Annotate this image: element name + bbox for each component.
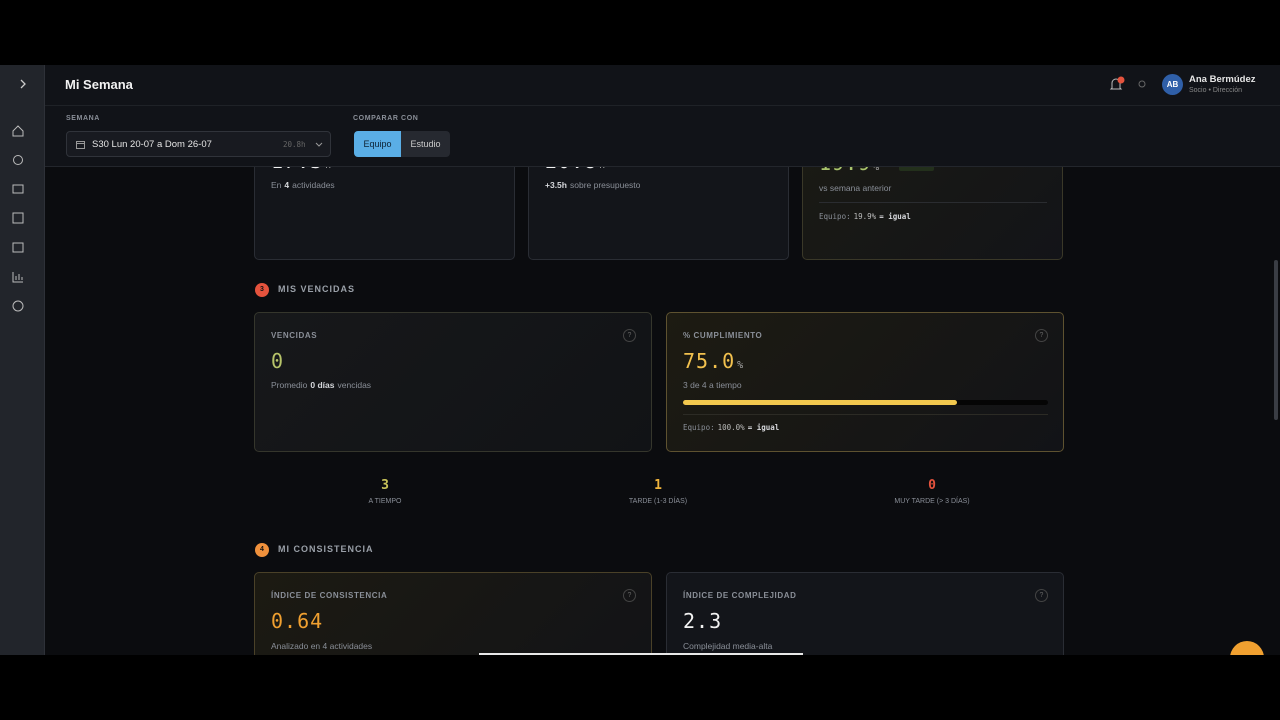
filter-label: COMPARAR CON xyxy=(353,115,419,122)
note-text: sobre presupuesto xyxy=(569,180,641,190)
card-note: Promedio 0 días vencidas xyxy=(271,380,374,390)
card-note: Complejidad media-alta xyxy=(683,641,773,651)
team-value: 19.9% xyxy=(853,212,877,221)
stat-label: A TIEMPO xyxy=(368,498,402,505)
team-label: Equipo: xyxy=(683,423,715,432)
calendar-icon xyxy=(76,141,85,149)
team-value: 100.0% xyxy=(717,423,745,432)
chevron xyxy=(315,142,323,147)
header: Mi Semana AB Ana Bermúdez Socio • Direcc… xyxy=(44,65,1280,106)
section-number: 3 xyxy=(255,283,269,297)
section-title: MI CONSISTENCIA xyxy=(278,544,374,554)
stat-label: MUY TARDE (> 3 DÍAS) xyxy=(894,498,970,505)
help-icon[interactable]: ? xyxy=(623,329,636,342)
note-bold: 4 xyxy=(284,180,290,190)
nav-clients[interactable] xyxy=(12,242,24,253)
card-note: +3.5h sobre presupuesto xyxy=(545,180,643,190)
card-label: ÍNDICE DE CONSISTENCIA xyxy=(271,591,388,600)
section-number: 4 xyxy=(255,543,269,557)
scrollbar[interactable] xyxy=(1274,260,1278,420)
unit: % xyxy=(737,360,745,371)
stat-label: TARDE (1-3 DÍAS) xyxy=(628,498,688,505)
note-bold: +3.5h xyxy=(545,180,567,190)
card-note: 3 de 4 a tiempo xyxy=(683,380,742,390)
help-icon[interactable]: ? xyxy=(623,589,636,602)
card-value: 0.64 xyxy=(271,609,324,633)
help-icon[interactable]: ? xyxy=(1035,329,1048,342)
help-icon[interactable]: ? xyxy=(1035,589,1048,602)
card-value: 2.3 xyxy=(683,609,723,633)
card-note: En 4 actividades xyxy=(271,180,338,190)
note-text: Promedio xyxy=(271,380,308,390)
nav-settings[interactable] xyxy=(13,155,23,165)
notification-bell[interactable] xyxy=(1108,76,1126,92)
nav-people[interactable] xyxy=(12,212,24,224)
note-bold: 0 días xyxy=(310,380,335,390)
stat-value: 1 xyxy=(654,478,662,493)
card-label: ÍNDICE DE COMPLEJIDAD xyxy=(683,591,797,600)
stat-value: 0 xyxy=(928,478,936,493)
sidebar xyxy=(0,65,45,655)
team-compare: Equipo: 19.9% = igual xyxy=(819,212,914,221)
nav-home[interactable] xyxy=(12,125,24,137)
note-text: En xyxy=(271,180,282,190)
card-label: VENCIDAS xyxy=(271,331,318,340)
note-text: actividades xyxy=(292,180,335,190)
week-select[interactable]: S30 Lun 20-07 a Dom 26-07 20.8h xyxy=(66,131,331,157)
stat: 1 TARDE (1-3 DÍAS) xyxy=(558,478,758,505)
divider xyxy=(819,202,1047,203)
compare-option[interactable]: Equipo xyxy=(354,131,401,157)
metric-card: VENCIDAS ? 0 Promedio 0 días vencidas xyxy=(254,312,652,452)
user-name: Ana Bermúdez xyxy=(1189,74,1256,85)
fab-button[interactable] xyxy=(1230,641,1264,655)
team-compare: Equipo: 100.0% = igual xyxy=(683,423,782,432)
unit: % xyxy=(873,162,881,173)
card-note: Analizado en 4 actividades xyxy=(271,641,373,651)
select-hours: 20.8h xyxy=(283,140,306,149)
filter-label: SEMANA xyxy=(66,115,100,122)
theme-toggle[interactable] xyxy=(1135,77,1149,91)
sidebar-icons xyxy=(12,79,26,312)
progress-track xyxy=(683,400,1048,405)
nav-projects[interactable] xyxy=(12,184,24,194)
select-value: S30 Lun 20-07 a Dom 26-07 xyxy=(92,139,212,150)
metric-card: ÍNDICE DE COMPLEJIDAD ? 2.3 Complejidad … xyxy=(666,572,1064,655)
avatar[interactable]: AB xyxy=(1162,74,1183,95)
stat: 3 A TIEMPO xyxy=(285,478,485,505)
stat: 0 MUY TARDE (> 3 DÍAS) xyxy=(832,478,1032,505)
progress-bar xyxy=(683,400,957,405)
video-progress xyxy=(479,653,803,655)
card-label: % CUMPLIMIENTO xyxy=(683,331,763,340)
nav-help[interactable] xyxy=(12,300,24,312)
user-role: Socio • Dirección xyxy=(1189,87,1243,94)
compare-option[interactable]: Estudio xyxy=(401,131,450,157)
metric-card: % CUMPLIMIENTO ? 75.0% 3 de 4 a tiempo E… xyxy=(666,312,1064,452)
card-value: 75.0% xyxy=(683,349,744,373)
team-delta: = igual xyxy=(879,212,911,221)
value: 75.0 xyxy=(683,349,736,373)
team-label: Equipo: xyxy=(819,212,851,221)
card-value: 0 xyxy=(271,349,285,373)
stat-value: 3 xyxy=(381,478,389,493)
note-text: vencidas xyxy=(337,380,372,390)
nav-reports[interactable] xyxy=(12,272,23,283)
team-delta: = igual xyxy=(747,423,780,432)
expand-icon[interactable] xyxy=(20,79,26,89)
divider xyxy=(683,414,1048,415)
filter-bar: SEMANA S30 Lun 20-07 a Dom 26-07 20.8h C… xyxy=(44,105,1280,167)
section-title: MIS VENCIDAS xyxy=(278,284,356,294)
metric-card: ÍNDICE DE CONSISTENCIA ? 0.64 Analizado … xyxy=(254,572,652,655)
card-note: vs semana anterior xyxy=(819,183,892,193)
page-title: Mi Semana xyxy=(65,77,133,92)
